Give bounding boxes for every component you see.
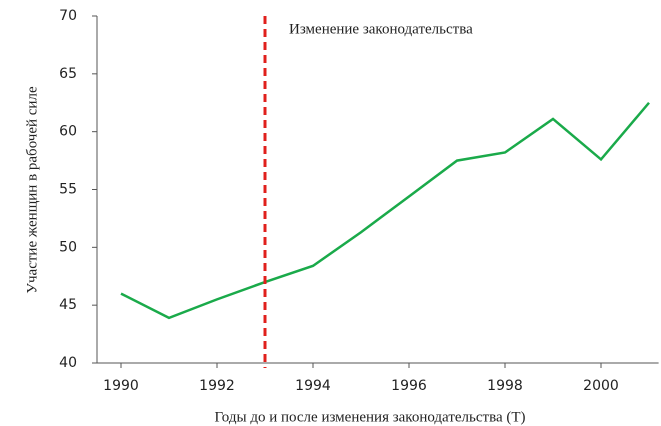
y-tick-label: 45 xyxy=(59,297,77,313)
y-tick-label: 65 xyxy=(59,66,77,82)
x-axis-label: Годы до и после изменения законодательст… xyxy=(214,409,525,425)
y-tick-label: 40 xyxy=(59,355,77,371)
x-tick-label: 1994 xyxy=(295,378,331,394)
y-axis-label: Участие женщин в рабочей силе xyxy=(24,86,40,294)
y-tick-label: 60 xyxy=(59,124,77,140)
x-tick-label: 1990 xyxy=(103,378,139,394)
y-tick-label: 70 xyxy=(59,8,77,24)
line-series xyxy=(120,101,650,320)
x-tick-label: 1998 xyxy=(487,378,523,394)
y-tick-label: 50 xyxy=(59,239,77,255)
annotation: Изменение законодательства xyxy=(289,21,473,37)
x-tick-label: 2000 xyxy=(583,378,619,394)
x-tick-label: 1996 xyxy=(391,378,427,394)
x-tick-label: 1992 xyxy=(199,378,235,394)
y-tick-label: 55 xyxy=(59,182,77,198)
